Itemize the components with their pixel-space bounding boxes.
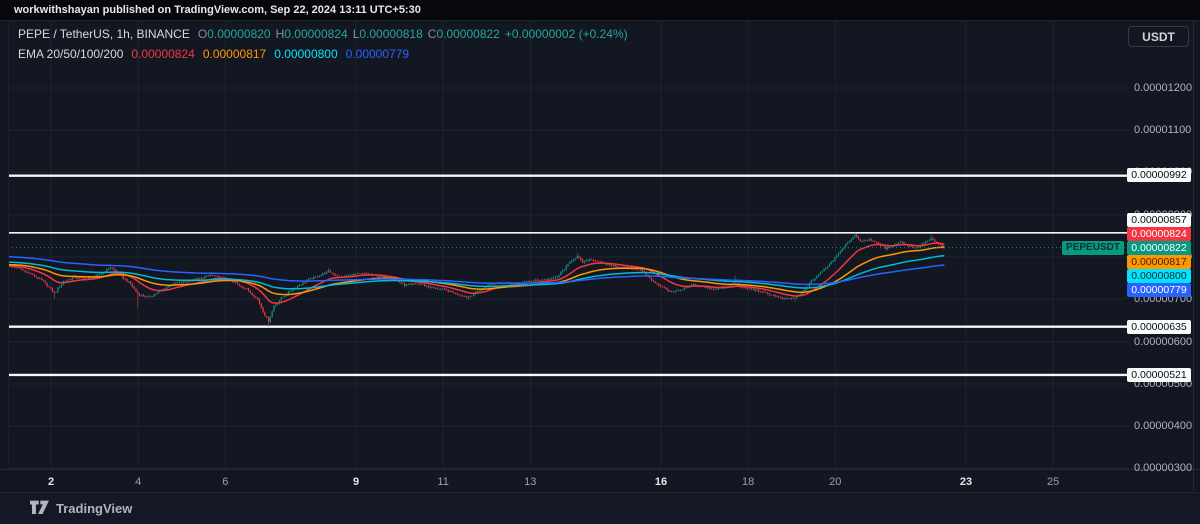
ohlc-value: 0.00000818 [359,27,423,41]
ohlc-value: 0.00000824 [284,27,348,41]
price-axis-border [1193,21,1194,491]
symbol-price-tag: PEPEUSDT [1062,241,1124,255]
ohlc-letter: H [275,27,285,41]
ohlc-value: 0.00000822 [436,27,500,41]
legend-symbol-row[interactable]: PEPE / TetherUS, 1h, BINANCE O0.00000820 H… [18,27,628,41]
price-chip: 0.00000779 [1127,283,1191,297]
hline-price-chip: 0.00000635 [1127,320,1191,334]
date-tick-label: 16 [654,476,668,488]
ohlc-value: 0.00000820 [207,27,271,41]
date-tick-label: 6 [222,476,229,488]
ohlc-letter: O [197,27,208,41]
price-tick-label: 0.00000600 [1134,336,1193,348]
date-tick-label: 23 [959,476,973,488]
price-tick-label: 0.00000400 [1134,420,1193,432]
ema-value: 0.00000817 [202,47,267,61]
ema-indicator-label: EMA 20/50/100/200 [18,47,124,61]
time-axis-separator [0,469,1200,470]
date-tick-label: 2 [47,476,55,488]
tradingview-logo-text: TradingView [56,501,133,516]
date-tick-label: 25 [1047,476,1060,488]
date-tick-label: 4 [135,476,142,488]
publish-bar: workwithshayan published on TradingView.… [0,0,1200,21]
hline-price-chip: 0.00000857 [1127,213,1191,227]
price-chip: 0.00000822 [1127,241,1191,255]
date-tick-label: 9 [352,476,360,488]
tradingview-logo[interactable]: TradingView [30,500,132,517]
date-tick-label: 18 [742,476,755,488]
hline-price-chip: 0.00000992 [1127,168,1191,182]
date-tick-label: 20 [829,476,842,488]
price-chart[interactable] [8,21,1129,469]
date-tick-label: 13 [524,476,537,488]
plot-left-border [8,21,9,469]
symbol-title: PEPE / TetherUS, 1h, BINANCE [18,27,190,41]
price-chip: 0.00000800 [1127,269,1191,283]
ohlc-letter: C [427,27,437,41]
change-value: +0.00000002 (+0.24%) [504,27,628,41]
ema-value: 0.00000779 [345,47,410,61]
price-tick-label: 0.00001100 [1134,124,1192,136]
footer-bar: TradingView [0,492,1200,524]
price-chip: 0.00000817 [1127,255,1191,269]
price-chip: 0.00000824 [1127,227,1191,241]
hline-price-chip: 0.00000521 [1127,368,1191,382]
ema-value: 0.00000800 [274,47,338,61]
ema-value: 0.00000824 [131,47,195,61]
ohlc-letter: L [352,27,360,41]
price-tick-label: 0.00000300 [1134,462,1193,474]
publish-text: workwithshayan published on TradingView.… [14,4,421,16]
price-tick-label: 0.00001200 [1134,82,1193,94]
currency-unit-button[interactable]: USDT [1128,26,1189,47]
date-tick-label: 11 [437,476,449,488]
tradingview-logo-icon [30,500,49,515]
legend-ema-row[interactable]: EMA 20/50/100/200 0.00000824 0.00000817 0.0… [18,47,409,61]
